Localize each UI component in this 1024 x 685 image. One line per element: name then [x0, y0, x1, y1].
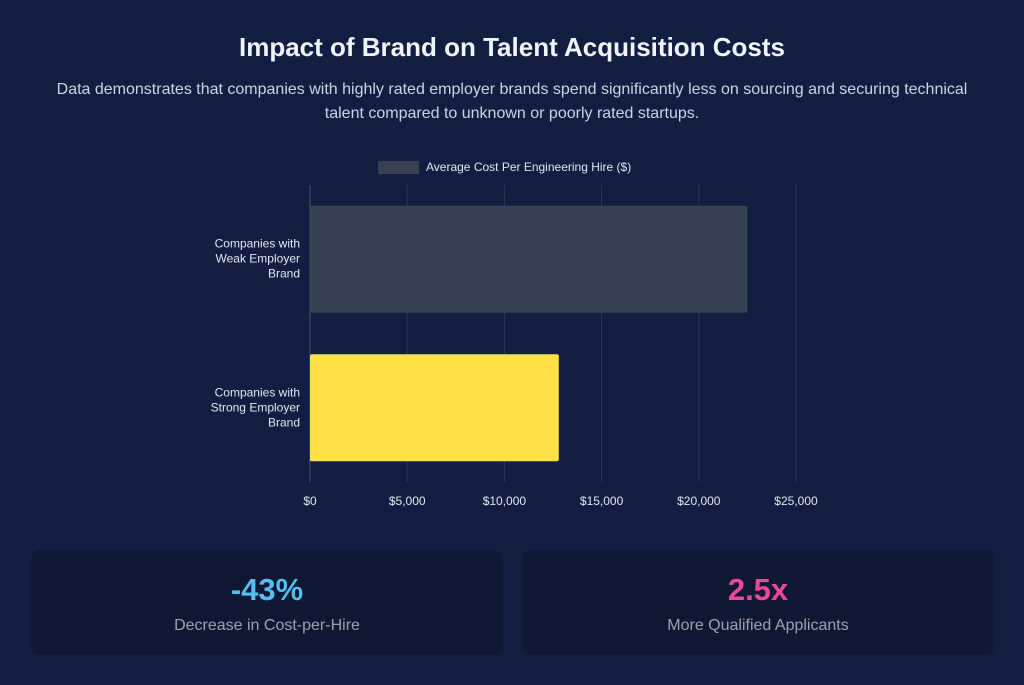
stat-value: -43%: [230, 572, 304, 607]
stat-label: Decrease in Cost-per-Hire: [174, 617, 360, 634]
y-tick-label: Companies with Weak Employer Brand: [214, 236, 300, 281]
x-tick-label: $10,000: [483, 494, 527, 508]
x-tick-label: $20,000: [677, 494, 721, 508]
x-tick-label: $0: [303, 494, 317, 508]
stat-label: More Qualified Applicants: [667, 617, 849, 634]
stat-card: 2.5x More Qualified Applicants: [522, 550, 994, 655]
bar: [310, 205, 748, 313]
chart: Average Cost Per Engineering Hire ($) $0 $…: [303, 160, 818, 508]
y-tick-label: Companies with Strong Employer Brand: [210, 385, 300, 430]
stat-value: 2.5x: [727, 572, 789, 607]
stat-card: -43% Decrease in Cost-per-Hire: [31, 550, 503, 655]
x-tick-label: $5,000: [389, 494, 426, 508]
chart-subtitle: Data demonstrates that companies with hi…: [56, 81, 968, 122]
bar: [310, 354, 559, 462]
x-tick-label: $25,000: [774, 494, 818, 508]
legend-swatch: [378, 161, 419, 174]
legend-label: Average Cost Per Engineering Hire ($): [426, 160, 631, 174]
x-tick-label: $15,000: [580, 494, 624, 508]
chart-title: Impact of Brand on Talent Acquisition Co…: [238, 32, 786, 62]
